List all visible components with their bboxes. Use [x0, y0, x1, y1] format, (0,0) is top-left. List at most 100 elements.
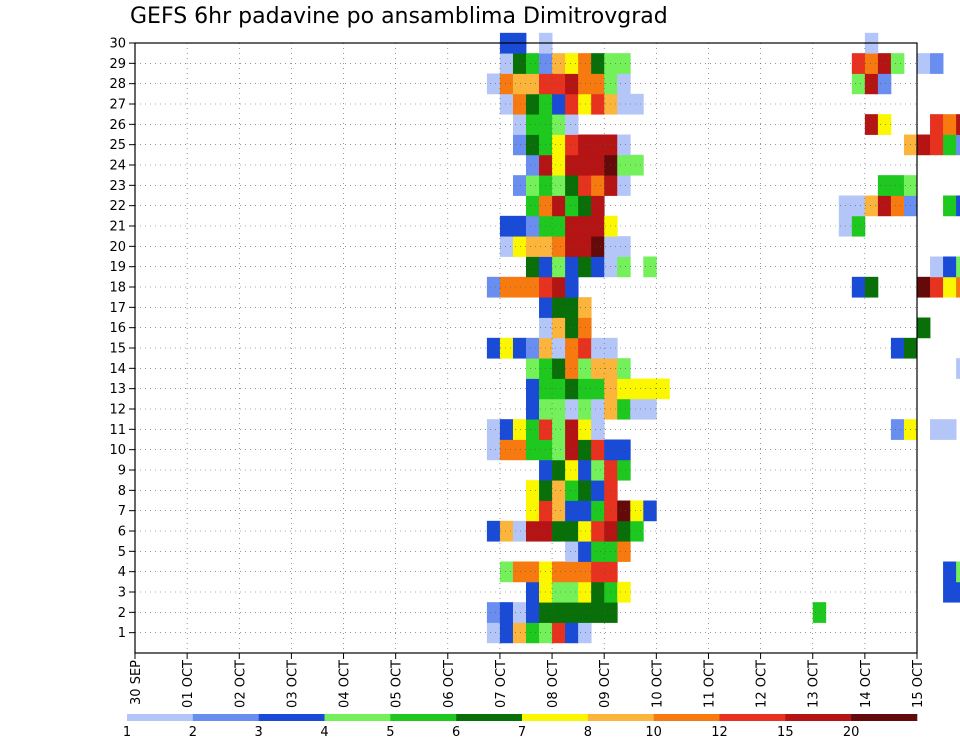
heatmap-cell: [552, 419, 566, 440]
heatmap-cell: [591, 561, 605, 583]
heatmap-cell: [512, 561, 527, 583]
heatmap-cell: [617, 154, 631, 176]
heatmap-cell: [591, 175, 605, 196]
heatmap-cell: [617, 256, 631, 278]
y-tick-label: 16: [109, 321, 126, 336]
heatmap-cell: [930, 419, 944, 440]
y-tick-label: 1: [118, 626, 126, 641]
legend-label: 4: [320, 725, 328, 740]
heatmap-cell: [512, 215, 527, 237]
heatmap-cell: [526, 73, 540, 95]
heatmap-cell: [578, 297, 592, 318]
heatmap-cell: [890, 175, 905, 196]
legend-swatch: [456, 714, 523, 721]
heatmap-cell: [565, 520, 579, 542]
heatmap-cell: [930, 276, 944, 298]
heatmap-cell: [617, 378, 631, 400]
heatmap-cell: [656, 378, 670, 400]
x-tick-label: 07 OCT: [494, 660, 509, 708]
legend-swatch: [192, 714, 259, 721]
y-tick-label: 22: [109, 199, 126, 214]
heatmap-cell: [617, 93, 631, 115]
heatmap-cell: [486, 439, 501, 461]
heatmap-cell: [526, 581, 540, 603]
heatmap-cell: [943, 114, 957, 135]
heatmap-cell: [591, 236, 605, 257]
heatmap-cell: [617, 459, 631, 481]
heatmap-cell: [526, 236, 540, 257]
heatmap-cell: [526, 602, 540, 623]
heatmap-cell: [943, 561, 957, 583]
heatmap-cell: [578, 459, 592, 481]
heatmap-cell: [591, 378, 605, 400]
legend-label: 6: [452, 725, 460, 740]
legend-label: 15: [777, 725, 794, 740]
heatmap-cell: [552, 276, 566, 298]
heatmap-cell: [943, 276, 957, 298]
heatmap-cell: [565, 297, 579, 318]
x-tick-label: 02 OCT: [233, 660, 248, 708]
x-tick-label: 08 OCT: [546, 660, 561, 708]
y-tick-label: 10: [109, 443, 126, 458]
x-tick-label: 01 OCT: [181, 660, 196, 708]
heatmap-cell: [552, 520, 566, 542]
heatmap-cell: [552, 581, 566, 603]
heatmap-cell: [617, 53, 631, 74]
legend-label: 1: [123, 725, 131, 740]
heatmap-cell: [526, 93, 540, 115]
heatmap-cell: [552, 317, 566, 339]
heatmap-cell: [956, 581, 960, 603]
y-tick-label: 7: [118, 504, 126, 519]
heatmap-cell: [851, 73, 866, 95]
heatmap-cell: [591, 215, 605, 237]
heatmap-cell: [578, 53, 592, 74]
heatmap-cell: [890, 53, 905, 74]
y-tick-label: 9: [118, 464, 126, 479]
heatmap-cell: [565, 541, 579, 562]
heatmap-cell: [591, 256, 605, 278]
y-tick-label: 24: [109, 159, 126, 174]
heatmap-cell: [526, 195, 540, 217]
heatmap-cell: [943, 256, 957, 278]
y-tick-label: 2: [118, 606, 126, 621]
heatmap-cell: [565, 93, 579, 115]
heatmap-cell: [578, 236, 592, 257]
heatmap-cell: [512, 53, 527, 74]
heatmap-cell: [578, 73, 592, 95]
heatmap-cell: [565, 53, 579, 74]
heatmap-cell: [578, 581, 592, 603]
heatmap-cell: [526, 154, 540, 176]
heatmap-cell: [630, 378, 644, 400]
legend-swatch: [587, 714, 654, 721]
heatmap-cell: [552, 561, 566, 583]
heatmap-cells: [486, 32, 960, 644]
heatmap-cell: [565, 276, 579, 298]
heatmap-cell: [486, 520, 501, 542]
heatmap-cell: [499, 236, 514, 257]
heatmap-cell: [578, 93, 592, 115]
heatmap-cell: [512, 439, 527, 461]
legend-swatch: [390, 714, 457, 721]
heatmap-cell: [578, 439, 592, 461]
legend-label: 2: [189, 725, 197, 740]
heatmap-cell: [565, 561, 579, 583]
heatmap-cell: [578, 602, 592, 623]
heatmap-cell: [512, 134, 527, 156]
heatmap-cell: [864, 276, 879, 298]
heatmap-cell: [526, 622, 540, 644]
heatmap-cell: [578, 561, 592, 583]
heatmap-cell: [565, 114, 579, 135]
heatmap-cell: [486, 419, 501, 440]
heatmap-cell: [956, 276, 960, 298]
heatmap-cell: [552, 500, 566, 522]
heatmap-cell: [591, 398, 605, 420]
heatmap-cell: [943, 581, 957, 603]
heatmap-cell: [512, 276, 527, 298]
heatmap-cell: [917, 134, 931, 156]
heatmap-cell: [956, 561, 960, 583]
heatmap-cell: [617, 541, 631, 562]
heatmap-cell: [630, 154, 644, 176]
heatmap-cell: [630, 93, 644, 115]
heatmap-cell: [591, 500, 605, 522]
